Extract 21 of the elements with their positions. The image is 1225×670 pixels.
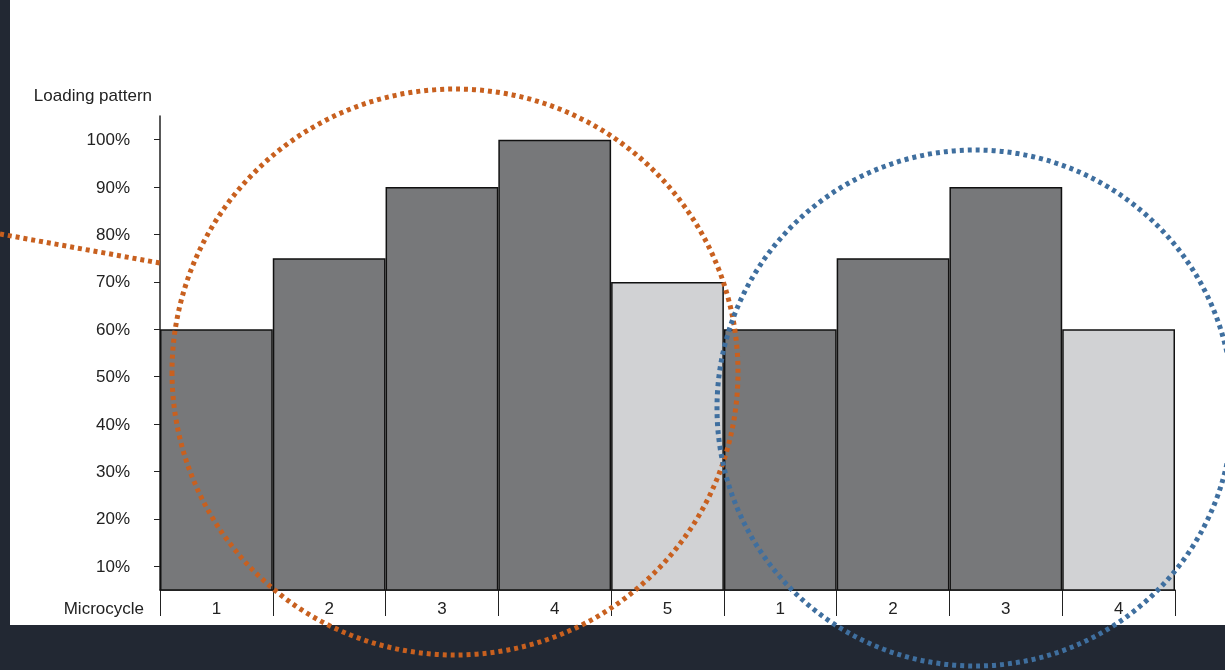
y-tick-label: 50% bbox=[95, 367, 130, 387]
x-tick-label: 2 bbox=[324, 599, 334, 618]
x-tick-label: 4 bbox=[549, 599, 560, 618]
x-axis-title: Microcycle bbox=[63, 599, 144, 618]
y-tick-label: 40% bbox=[95, 414, 130, 434]
y-tick-label: 80% bbox=[95, 225, 130, 244]
y-tick-label: 60% bbox=[95, 319, 130, 339]
x-tick-label: 1 bbox=[775, 599, 786, 618]
x-tick-label: 2 bbox=[888, 599, 898, 618]
x-tick-label: 3 bbox=[437, 599, 447, 618]
y-tick-label: 10% bbox=[95, 556, 130, 576]
x-tick-label: 3 bbox=[1001, 599, 1011, 618]
y-tick-label: 20% bbox=[95, 509, 130, 529]
x-tick-label: 5 bbox=[662, 599, 673, 618]
y-tick-label: 90% bbox=[95, 177, 130, 197]
y-tick-label: 70% bbox=[95, 272, 130, 292]
x-tick-label: 1 bbox=[211, 599, 222, 618]
x-tick-label: 4 bbox=[1113, 599, 1124, 618]
y-axis-title: Loading pattern bbox=[33, 86, 152, 105]
y-tick-label: 100% bbox=[86, 130, 130, 150]
y-tick-label: 30% bbox=[95, 462, 130, 481]
